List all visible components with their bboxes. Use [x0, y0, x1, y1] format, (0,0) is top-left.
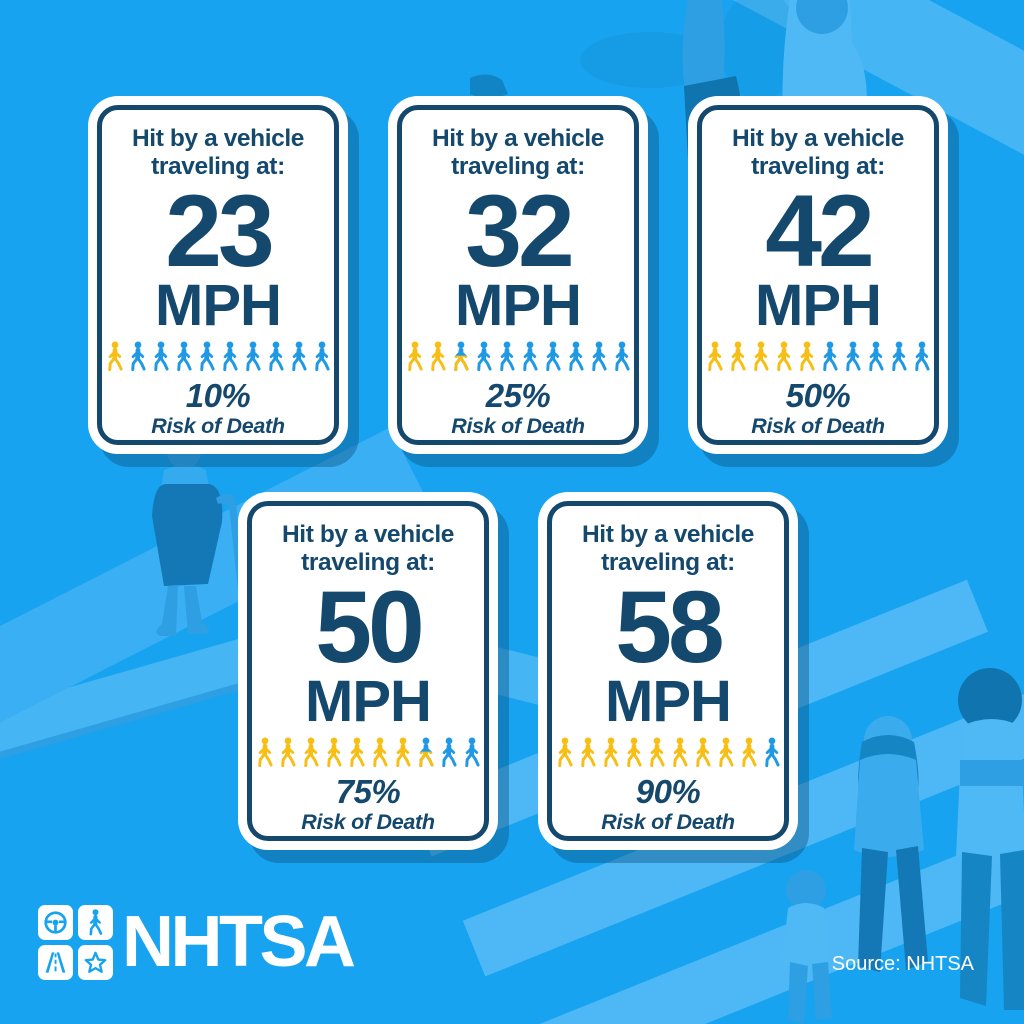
pedestrian-icon-yellow: [392, 735, 414, 770]
pedestrian-icon-blue: [127, 339, 149, 374]
pedestrian-icon-yellow: [323, 735, 345, 770]
nhtsa-logo: NHTSA: [38, 902, 356, 983]
pedestrian-icon-yellow: [554, 735, 576, 770]
pedestrian-icon-blue: [242, 339, 264, 374]
pedestrian-icon-half: [415, 735, 437, 770]
steering-wheel-icon: [38, 905, 73, 940]
pedestrian-icon-yellow: [704, 339, 726, 374]
pedestrian-icon-blue: [611, 339, 633, 374]
risk-percent: 25%: [485, 377, 551, 415]
elderly-woman-silhouette: [152, 435, 246, 636]
pedestrian-icon-blue: [265, 339, 287, 374]
card-header: Hit by a vehicle traveling at:: [432, 125, 604, 180]
speed-card-42: Hit by a vehicle traveling at: 42 MPH 50…: [688, 96, 948, 454]
pedestrian-icon-blue: [819, 339, 841, 374]
pedestrian-icon-blue: [519, 339, 541, 374]
risk-label: Risk of Death: [751, 414, 885, 439]
nhtsa-logo-grid: [38, 905, 113, 980]
speed-card-50: Hit by a vehicle traveling at: 50 MPH 75…: [238, 492, 498, 850]
pedestrian-icon-yellow: [773, 339, 795, 374]
speed-card-58: Hit by a vehicle traveling at: 58 MPH 90…: [538, 492, 798, 850]
speed-unit: MPH: [305, 669, 432, 735]
risk-label: Risk of Death: [601, 810, 735, 835]
speed-card-32: Hit by a vehicle traveling at: 32 MPH 25…: [388, 96, 648, 454]
pedestrian-icon-yellow: [646, 735, 668, 770]
pedestrian-icon-yellow: [715, 735, 737, 770]
pedestrian-icon-yellow: [300, 735, 322, 770]
card-header: Hit by a vehicle traveling at:: [732, 125, 904, 180]
pedestrian-icon-yellow: [369, 735, 391, 770]
pedestrian-icon-yellow: [796, 339, 818, 374]
risk-percent: 10%: [185, 377, 251, 415]
nhtsa-wordmark: NHTSA: [122, 902, 356, 983]
pedestrian-icon-yellow: [600, 735, 622, 770]
pedestrian-icon-blue: [150, 339, 172, 374]
pedestrian-icon-blue: [911, 339, 933, 374]
card-header: Hit by a vehicle traveling at:: [132, 125, 304, 180]
pedestrian-icon-yellow: [750, 339, 772, 374]
pedestrian-icon-yellow: [104, 339, 126, 374]
card-header: Hit by a vehicle traveling at:: [282, 521, 454, 576]
highway-icon: [38, 945, 73, 980]
pedestrian-icon-blue: [461, 735, 483, 770]
speed-unit: MPH: [155, 273, 282, 339]
speed-value: 50: [315, 570, 424, 685]
pedestrian-icon-blue: [219, 339, 241, 374]
speed-value: 32: [465, 174, 574, 289]
pedestrian-icon: [78, 905, 113, 940]
speed-card-23: Hit by a vehicle traveling at: 23 MPH 10…: [88, 96, 348, 454]
pedestrian-icon-blue: [473, 339, 495, 374]
pedestrian-icon-blue: [888, 339, 910, 374]
pedestrian-icon-yellow: [623, 735, 645, 770]
pedestrian-icon-yellow: [577, 735, 599, 770]
pedestrian-pictogram-row: [704, 339, 933, 374]
pedestrian-icon-blue: [588, 339, 610, 374]
pedestrian-icon-yellow: [346, 735, 368, 770]
pedestrian-icon-yellow: [669, 735, 691, 770]
pedestrian-icon-yellow: [692, 735, 714, 770]
speed-unit: MPH: [455, 273, 582, 339]
pedestrian-icon-blue: [565, 339, 587, 374]
pedestrian-silhouette: [470, 0, 800, 100]
pedestrian-pictogram-row: [104, 339, 333, 374]
speed-value: 58: [615, 570, 724, 685]
pedestrian-icon-blue: [173, 339, 195, 374]
pedestrian-pictogram-row: [404, 339, 633, 374]
risk-label: Risk of Death: [451, 414, 585, 439]
risk-percent: 90%: [635, 773, 701, 811]
risk-percent: 75%: [335, 773, 401, 811]
pedestrian-pictogram-row: [554, 735, 783, 770]
pedestrian-icon-blue: [438, 735, 460, 770]
pedestrian-icon-blue: [196, 339, 218, 374]
pedestrian-icon-yellow: [427, 339, 449, 374]
card-header: Hit by a vehicle traveling at:: [582, 521, 754, 576]
pedestrian-icon-yellow: [404, 339, 426, 374]
pedestrian-pictogram-row: [254, 735, 483, 770]
pedestrian-icon-blue: [842, 339, 864, 374]
risk-label: Risk of Death: [301, 810, 435, 835]
pedestrian-icon-blue: [542, 339, 564, 374]
pedestrian-icon-half: [450, 339, 472, 374]
speed-unit: MPH: [605, 669, 732, 735]
risk-percent: 50%: [785, 377, 851, 415]
star-icon: [78, 945, 113, 980]
pedestrian-icon-blue: [865, 339, 887, 374]
pedestrian-icon-yellow: [738, 735, 760, 770]
pedestrian-icon-yellow: [277, 735, 299, 770]
pedestrian-icon-blue: [288, 339, 310, 374]
speed-unit: MPH: [755, 273, 882, 339]
source-credit: Source: NHTSA: [831, 953, 974, 975]
risk-label: Risk of Death: [151, 414, 285, 439]
pedestrian-icon-yellow: [727, 339, 749, 374]
child-silhouette: [782, 870, 832, 1024]
pedestrian-icon-blue: [496, 339, 518, 374]
speed-value: 23: [165, 174, 274, 289]
speed-value: 42: [765, 174, 874, 289]
pedestrian-icon-yellow: [254, 735, 276, 770]
pedestrian-icon-blue: [311, 339, 333, 374]
pedestrian-icon-blue: [761, 735, 783, 770]
